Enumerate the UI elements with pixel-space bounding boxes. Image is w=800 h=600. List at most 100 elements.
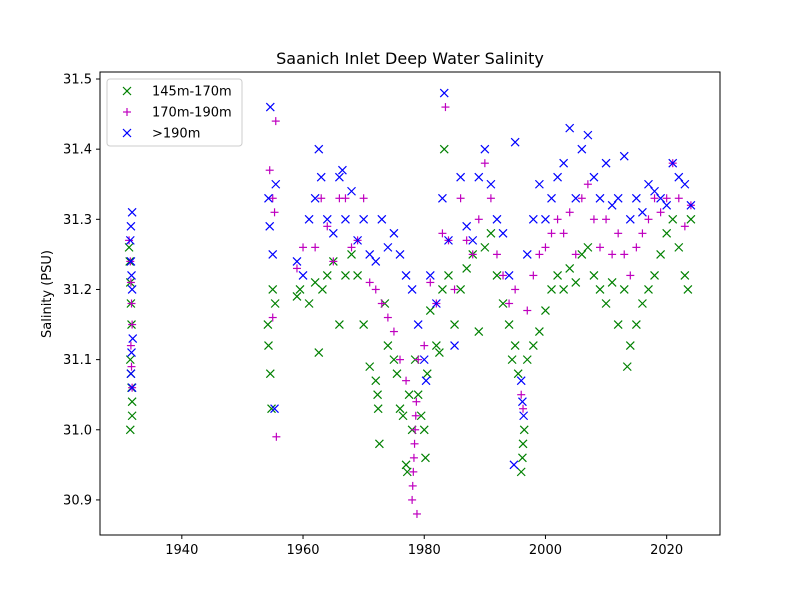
data-point [272, 432, 281, 441]
data-point [322, 271, 332, 280]
data-point [328, 228, 338, 238]
data-point [389, 327, 398, 336]
data-point [441, 103, 450, 112]
data-point [507, 355, 517, 365]
data-point [410, 439, 419, 448]
data-point [265, 166, 274, 175]
data-point [437, 285, 447, 294]
data-point [668, 158, 678, 168]
data-point [431, 299, 441, 308]
data-point [516, 376, 526, 386]
data-point [474, 172, 484, 182]
data-point [408, 495, 417, 504]
data-point [480, 242, 490, 252]
data-point [571, 250, 580, 259]
data-point [411, 411, 420, 420]
data-point [421, 376, 431, 386]
data-point [371, 285, 380, 294]
data-point [565, 263, 575, 273]
data-point [434, 348, 444, 358]
data-point [409, 467, 418, 476]
data-point [674, 194, 683, 203]
data-point [126, 341, 135, 350]
data-point [486, 179, 496, 189]
data-point [547, 193, 556, 203]
data-point [444, 271, 453, 280]
data-point [125, 236, 134, 245]
data-point [583, 180, 592, 189]
data-point [383, 341, 393, 351]
data-point [267, 404, 276, 414]
data-point [510, 137, 520, 147]
data-point [674, 172, 684, 182]
data-point [337, 165, 347, 175]
data-point [334, 320, 344, 329]
data-point [644, 285, 653, 294]
data-point [392, 369, 402, 379]
data-point [359, 194, 368, 203]
legend-marker [122, 128, 132, 138]
data-point [517, 397, 527, 407]
data-point [407, 285, 417, 294]
data-point [389, 228, 399, 238]
data-point [541, 243, 550, 252]
data-point [462, 236, 471, 245]
y-tick-label: 31.2 [63, 283, 92, 298]
data-point [492, 250, 501, 259]
data-point [559, 158, 569, 168]
data-point [450, 320, 459, 329]
data-point [402, 376, 411, 385]
data-point [425, 271, 435, 280]
data-point [270, 208, 279, 217]
data-point [374, 439, 384, 449]
data-point [492, 214, 502, 224]
data-point [128, 334, 138, 344]
data-point [439, 144, 449, 154]
data-point [607, 200, 617, 210]
y-tick-label: 31.0 [63, 423, 92, 438]
y-tick-label: 31.3 [63, 213, 92, 228]
data-point [314, 348, 324, 358]
data-point [419, 425, 429, 435]
data-point [631, 193, 641, 203]
x-tick-label: 1960 [286, 543, 319, 558]
data-point [268, 313, 277, 322]
data-point [607, 278, 617, 287]
data-point [517, 390, 526, 399]
data-point [534, 179, 544, 189]
data-point [270, 299, 280, 308]
data-point [347, 249, 356, 259]
legend-label: >190m [152, 127, 200, 142]
data-point [644, 215, 653, 224]
data-point [395, 404, 405, 414]
data-point [127, 207, 137, 217]
data-point [656, 249, 666, 259]
data-point [668, 214, 678, 224]
data-point [577, 194, 586, 203]
data-point [589, 215, 598, 224]
data-point [402, 467, 412, 477]
data-point [509, 460, 519, 470]
data-point [577, 144, 587, 154]
data-point [622, 362, 632, 372]
data-point [264, 341, 273, 351]
data-point [519, 404, 528, 413]
data-point [456, 194, 465, 203]
data-point [413, 390, 423, 400]
data-point [474, 327, 484, 336]
data-point [504, 320, 514, 329]
data-point [316, 172, 326, 182]
data-point [625, 341, 635, 351]
data-point [304, 299, 314, 308]
data-point [662, 194, 671, 203]
data-point [311, 243, 320, 252]
data-point [625, 214, 635, 224]
data-point [505, 299, 514, 308]
data-point [295, 285, 305, 294]
data-point [510, 341, 520, 351]
legend: 145m-170m 170m-190m >190m [106, 78, 243, 147]
data-point [523, 306, 532, 315]
data-point [674, 242, 684, 252]
data-point [396, 355, 404, 364]
